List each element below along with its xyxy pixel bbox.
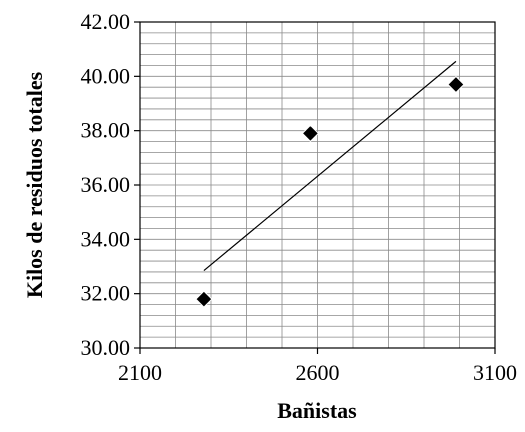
grid [140, 22, 495, 348]
x-tick-label: 2600 [296, 360, 340, 385]
y-tick-label: 42.00 [81, 9, 131, 34]
trendline-group [203, 60, 457, 272]
data-point-marker [301, 124, 320, 143]
y-tick-label: 30.00 [81, 335, 131, 360]
x-axis-title: Bañistas [277, 398, 357, 423]
data-points [195, 75, 465, 308]
data-point-marker [447, 75, 465, 94]
trendline [203, 60, 457, 272]
y-tick-label: 36.00 [81, 172, 131, 197]
y-axis-title: Kilos de residuos totales [22, 71, 47, 298]
x-tick-label: 2100 [118, 360, 162, 385]
y-tick-label: 40.00 [81, 63, 131, 88]
y-tick-label: 38.00 [81, 118, 131, 143]
axis-ticks: 30.00 32.00 34.00 36.00 38.00 40.00 42.00 2100 2… [81, 9, 518, 385]
y-tick-label: 34.00 [81, 226, 131, 251]
data-point-marker [195, 290, 213, 308]
y-tick-label: 32.00 [81, 281, 131, 306]
x-tick-label: 3100 [473, 360, 517, 385]
